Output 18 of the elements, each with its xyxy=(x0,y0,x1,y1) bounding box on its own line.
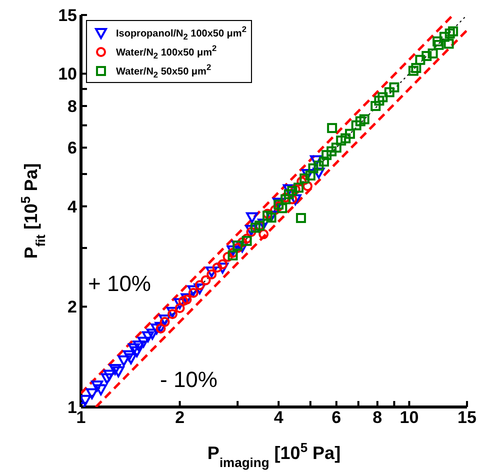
x-tick-label: 6 xyxy=(332,408,342,428)
x-tick-label: 4 xyxy=(274,408,284,428)
legend-label: Isopropanol/N$_{2}$ 100x50 μm$^{2}$ xyxy=(116,24,246,42)
y-tick-label: 10 xyxy=(58,64,77,84)
annotation: + 10% xyxy=(88,271,151,296)
y-tick-label: 8 xyxy=(68,97,77,116)
y-tick-label: 2 xyxy=(68,298,77,317)
annotation: - 10% xyxy=(160,367,218,392)
x-tick-label: 2 xyxy=(175,408,185,428)
y-tick-label: 4 xyxy=(68,197,78,216)
legend-label: Water/N$_{2}$ 50x50 μm$^{2}$ xyxy=(116,62,212,80)
x-tick-label: 10 xyxy=(400,408,419,428)
x-axis-title: P$_{imaging}$ [10$^{5}$ Pa] xyxy=(207,440,341,470)
x-tick-label: 8 xyxy=(372,408,382,428)
legend-label: Water/N$_{2}$ 100x50 μm$^{2}$ xyxy=(116,42,217,60)
x-tick-label: 15 xyxy=(458,408,476,428)
y-tick-label: 15 xyxy=(58,6,77,26)
y-tick-label: 6 xyxy=(68,138,77,158)
